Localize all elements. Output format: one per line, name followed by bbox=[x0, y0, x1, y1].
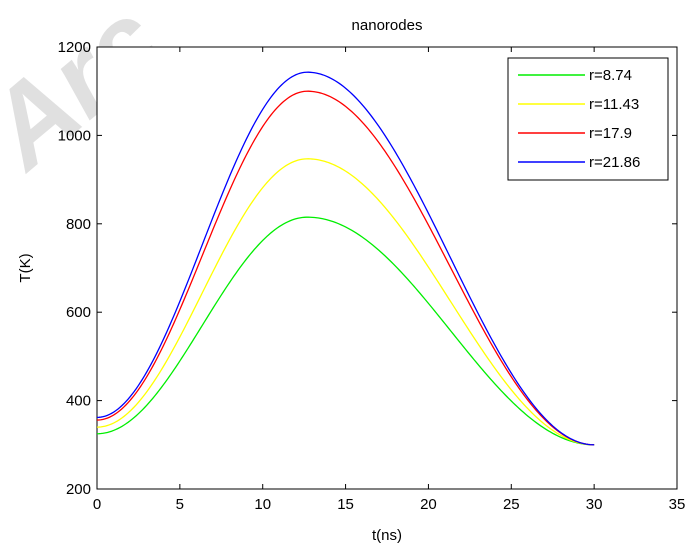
x-axis-label: t(ns) bbox=[372, 527, 402, 544]
y-tick-label: 1000 bbox=[58, 127, 91, 144]
x-tick-label: 30 bbox=[586, 496, 603, 513]
legend-label: r=21.86 bbox=[589, 154, 640, 171]
series-line-r=11.43 bbox=[96, 158, 595, 446]
x-tick-label: 35 bbox=[669, 496, 686, 513]
x-tick-label: 0 bbox=[93, 496, 101, 513]
y-tick-label: 800 bbox=[66, 216, 91, 233]
x-tick-label: 25 bbox=[503, 496, 520, 513]
legend-label: r=11.43 bbox=[589, 96, 639, 113]
legend-box bbox=[507, 57, 669, 181]
legend: r=8.74 r=11.43 r=17.9 r=21.86 bbox=[507, 57, 669, 181]
series-line-r=21.86 bbox=[96, 71, 595, 446]
legend-label: r=8.74 bbox=[589, 67, 632, 84]
legend-label: r=17.9 bbox=[589, 125, 632, 142]
x-tick-label: 15 bbox=[337, 496, 354, 513]
y-tick-label: 200 bbox=[66, 481, 91, 498]
y-tick-label: 600 bbox=[66, 304, 91, 321]
y-tick-label: 400 bbox=[66, 393, 91, 410]
y-tick-label: 1200 bbox=[58, 39, 91, 56]
series-line-r=17.9 bbox=[96, 90, 595, 446]
x-tick-label: 20 bbox=[420, 496, 437, 513]
x-tick-label: 10 bbox=[254, 496, 271, 513]
x-tick-label: 5 bbox=[176, 496, 184, 513]
chart-title: nanorodes bbox=[352, 17, 423, 34]
series-line-r=8.74 bbox=[96, 216, 595, 446]
y-axis-label: T(K) bbox=[17, 253, 34, 282]
